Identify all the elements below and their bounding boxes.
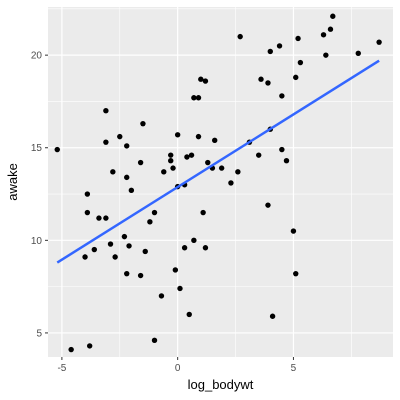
data-point [191, 237, 197, 244]
data-point [188, 152, 195, 158]
data-point [124, 143, 130, 149]
data-point [265, 202, 271, 208]
data-point [84, 209, 91, 216]
x-tick-label: 0 [175, 363, 181, 374]
data-point [112, 254, 118, 260]
plot-panel [48, 7, 393, 357]
y-tick-label: 15 [31, 143, 43, 154]
data-point [355, 50, 361, 56]
data-point [265, 80, 271, 86]
data-point [279, 146, 285, 153]
data-point [103, 139, 109, 145]
data-point [200, 209, 206, 216]
y-tick-label: 10 [31, 236, 43, 247]
data-point [91, 246, 98, 253]
data-point [54, 146, 60, 153]
data-point [170, 165, 176, 171]
data-point [218, 165, 225, 171]
data-point [202, 245, 209, 251]
data-point [147, 219, 153, 225]
data-points [54, 13, 382, 353]
data-point [84, 191, 91, 197]
data-point [320, 32, 327, 38]
data-point [323, 52, 329, 58]
data-point [198, 76, 204, 82]
x-axis: -5 0 5 [57, 357, 297, 374]
grid-lines [48, 7, 393, 357]
data-point [184, 154, 190, 160]
data-point [276, 43, 283, 49]
data-point [121, 233, 128, 240]
data-point [283, 158, 290, 164]
data-point [103, 108, 109, 114]
data-point [293, 270, 299, 277]
data-point [168, 152, 174, 158]
data-point [140, 120, 146, 127]
x-axis-title: log_bodywt [188, 377, 254, 392]
data-point [117, 133, 123, 140]
data-point [103, 215, 109, 221]
data-point [174, 132, 181, 138]
data-point [151, 209, 158, 216]
data-point [295, 35, 301, 42]
data-point [267, 48, 273, 55]
data-point [82, 254, 88, 260]
data-point [181, 245, 188, 251]
data-point [168, 158, 174, 164]
data-point [327, 26, 334, 32]
data-point [376, 39, 382, 45]
data-point [137, 159, 144, 166]
y-tick-label: 5 [36, 328, 42, 339]
data-point [330, 13, 336, 19]
data-point [124, 270, 130, 277]
data-point [186, 311, 192, 318]
data-point [256, 152, 262, 158]
data-point [235, 169, 241, 175]
data-point [151, 337, 158, 344]
data-point [96, 215, 102, 221]
data-point [297, 59, 304, 66]
data-point [177, 285, 183, 292]
data-point [86, 343, 93, 349]
data-point [161, 169, 167, 175]
data-point [172, 267, 179, 273]
y-tick-label: 20 [31, 51, 43, 62]
data-point [126, 243, 132, 249]
data-point [128, 187, 135, 194]
data-point [191, 95, 197, 101]
data-point [202, 78, 209, 84]
data-point [237, 33, 243, 40]
data-point [124, 174, 130, 181]
data-point [195, 133, 202, 140]
data-point [158, 293, 165, 299]
data-point [137, 272, 144, 279]
data-point [205, 159, 211, 166]
data-point [228, 180, 234, 186]
data-point [142, 248, 148, 255]
data-point [110, 169, 116, 175]
data-point [293, 74, 299, 81]
data-point [269, 313, 276, 319]
data-point [279, 93, 285, 99]
x-tick-label: 5 [291, 363, 297, 374]
y-axis-title: awake [5, 163, 20, 201]
y-axis: 5 10 15 20 [31, 51, 48, 339]
data-point [290, 228, 297, 234]
data-point [195, 95, 202, 101]
x-tick-label: -5 [57, 363, 66, 374]
data-point [258, 76, 264, 82]
data-point [107, 241, 114, 247]
fit-line [56, 59, 380, 264]
data-point [212, 137, 218, 144]
data-point [68, 346, 74, 353]
